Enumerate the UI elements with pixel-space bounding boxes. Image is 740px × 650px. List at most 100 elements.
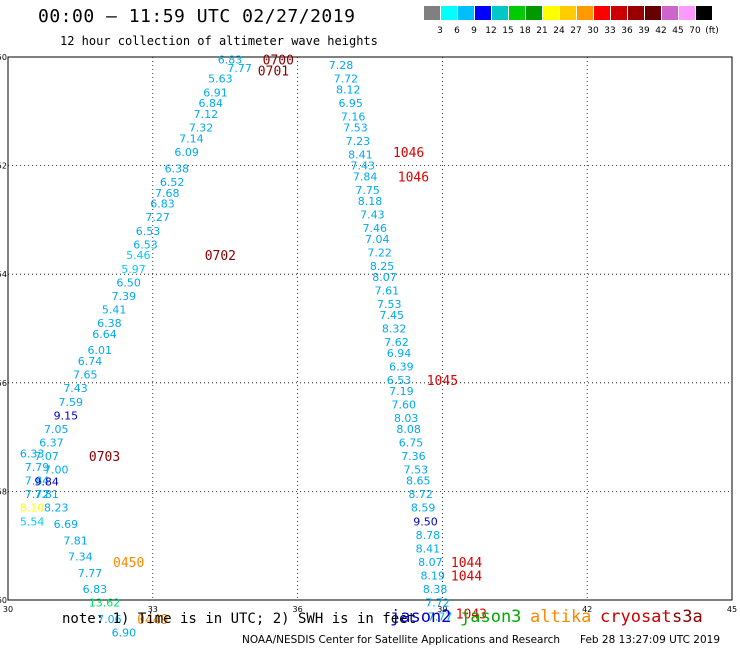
swh-value: 5.54 xyxy=(20,515,45,528)
swh-value: 6.74 xyxy=(78,355,103,368)
scale-label: 45 xyxy=(672,26,684,36)
swh-value: 6.90 xyxy=(112,627,137,640)
swh-value: 6.83 xyxy=(218,54,243,67)
pass-time-label: 1045 xyxy=(427,374,458,389)
scale-swatch xyxy=(492,6,508,20)
swh-value: 7.32 xyxy=(189,122,214,135)
satellite-jason2: jason2 xyxy=(390,607,452,627)
scale-swatch xyxy=(628,6,644,20)
swh-value: 5.46 xyxy=(126,249,151,262)
scale-swatch xyxy=(696,6,712,20)
swh-value: 7.14 xyxy=(179,132,204,145)
swh-value: 7.05 xyxy=(44,423,69,436)
swh-value: 7.72 xyxy=(425,597,450,610)
y-tick-label: -60 xyxy=(0,596,7,605)
swh-value: 7.75 xyxy=(355,184,380,197)
swh-value: 7.36 xyxy=(401,450,426,463)
swh-value: 7.77 xyxy=(78,567,103,580)
scale-label: 12 xyxy=(485,26,497,36)
y-tick-label: -54 xyxy=(0,270,7,279)
pass-time-label: 1044 xyxy=(451,556,482,571)
swh-value: 9.50 xyxy=(413,515,438,528)
swh-value: 9.84 xyxy=(34,476,59,489)
swh-value: 7.00 xyxy=(44,464,69,477)
scale-swatch xyxy=(560,6,576,20)
y-tick-label: -56 xyxy=(0,379,7,388)
scale-label: 9 xyxy=(471,26,477,36)
x-tick-label: 33 xyxy=(148,605,158,614)
swh-value: 6.53 xyxy=(133,238,158,251)
swh-value: 8.41 xyxy=(416,542,441,555)
scale-label: 33 xyxy=(604,26,616,36)
swh-value: 6.75 xyxy=(399,437,424,450)
swh-value: 7.28 xyxy=(329,59,354,72)
swh-value: 7.72 xyxy=(25,488,50,501)
pass-time-label: 1043 xyxy=(456,608,487,623)
swh-value: 7.34 xyxy=(68,551,93,564)
swh-value: 6.91 xyxy=(203,86,228,99)
swh-value: 7.04 xyxy=(365,233,390,246)
swh-value: 13.62 xyxy=(89,597,121,610)
pass-time-label: 0450 xyxy=(113,556,144,571)
scale-swatch xyxy=(577,6,593,20)
swh-value: 7.81 xyxy=(63,534,88,547)
scale-swatch xyxy=(441,6,457,20)
x-tick-label: 36 xyxy=(293,605,303,614)
swh-value: 7.22 xyxy=(367,246,392,259)
swh-value: 6.83 xyxy=(83,583,108,596)
x-tick-label: 45 xyxy=(727,605,737,614)
scale-swatch xyxy=(543,6,559,20)
swh-value: 7.43 xyxy=(360,208,385,221)
swh-value: 7.53 xyxy=(377,298,402,311)
swh-value: 7.16 xyxy=(341,111,366,124)
x-tick-label: 39 xyxy=(437,605,447,614)
swh-value: 6.50 xyxy=(116,276,141,289)
swh-value: 8.38 xyxy=(423,583,448,596)
scale-label: 70 xyxy=(689,26,701,36)
swh-value: 8.03 xyxy=(394,412,419,425)
scale-label: 42 xyxy=(655,26,667,36)
swh-value: 8.59 xyxy=(411,502,436,515)
satellite-s3a: s3a xyxy=(672,607,703,627)
scale-swatch xyxy=(594,6,610,20)
swh-value: 8.72 xyxy=(408,488,433,501)
swh-value: 8.08 xyxy=(396,423,421,436)
swh-value: 7.27 xyxy=(145,211,170,224)
swh-value: 6.09 xyxy=(174,146,199,159)
swh-value: 6.53 xyxy=(387,374,412,387)
scale-swatch xyxy=(662,6,678,20)
swh-value: 7.81 xyxy=(34,488,59,501)
scale-label: (ft) xyxy=(705,26,719,36)
pass-time-label: 0701 xyxy=(258,65,289,80)
credit-line: NOAA/NESDIS Center for Satellite Applica… xyxy=(242,634,560,646)
pass-time-label: 0703 xyxy=(89,450,120,465)
y-tick-label: -50 xyxy=(0,53,7,62)
swh-value: 6.95 xyxy=(338,97,363,110)
swh-value: 7.53 xyxy=(404,464,429,477)
chart-title: 00:00 — 11:59 UTC 02/27/2019 xyxy=(38,6,356,27)
swh-value: 7.45 xyxy=(379,309,404,322)
pass-time-label: 1046 xyxy=(398,170,429,185)
pass-time-label: 0702 xyxy=(205,249,236,264)
swh-value: 7.61 xyxy=(375,284,400,297)
scale-swatch xyxy=(526,6,542,20)
swh-value: 7.60 xyxy=(392,399,417,412)
swh-value: 8.07 xyxy=(418,556,443,569)
swh-value: 8.25 xyxy=(370,260,395,273)
scale-label: 39 xyxy=(638,26,650,36)
swh-value: 8.78 xyxy=(416,529,441,542)
swh-value: 8.23 xyxy=(44,502,69,515)
swh-value: 8.18 xyxy=(358,195,383,208)
swh-value: 8.10 xyxy=(20,502,45,515)
swh-value: 7.46 xyxy=(363,222,388,235)
swh-value: 6.64 xyxy=(92,328,117,341)
swh-value: 6.94 xyxy=(387,347,412,360)
swh-value: 6.33 xyxy=(20,447,45,460)
scale-label: 30 xyxy=(587,26,599,36)
swh-value: 7.12 xyxy=(194,108,219,121)
swh-value: 5.97 xyxy=(121,263,146,276)
x-tick-label: 30 xyxy=(3,605,13,614)
scale-swatch xyxy=(475,6,491,20)
